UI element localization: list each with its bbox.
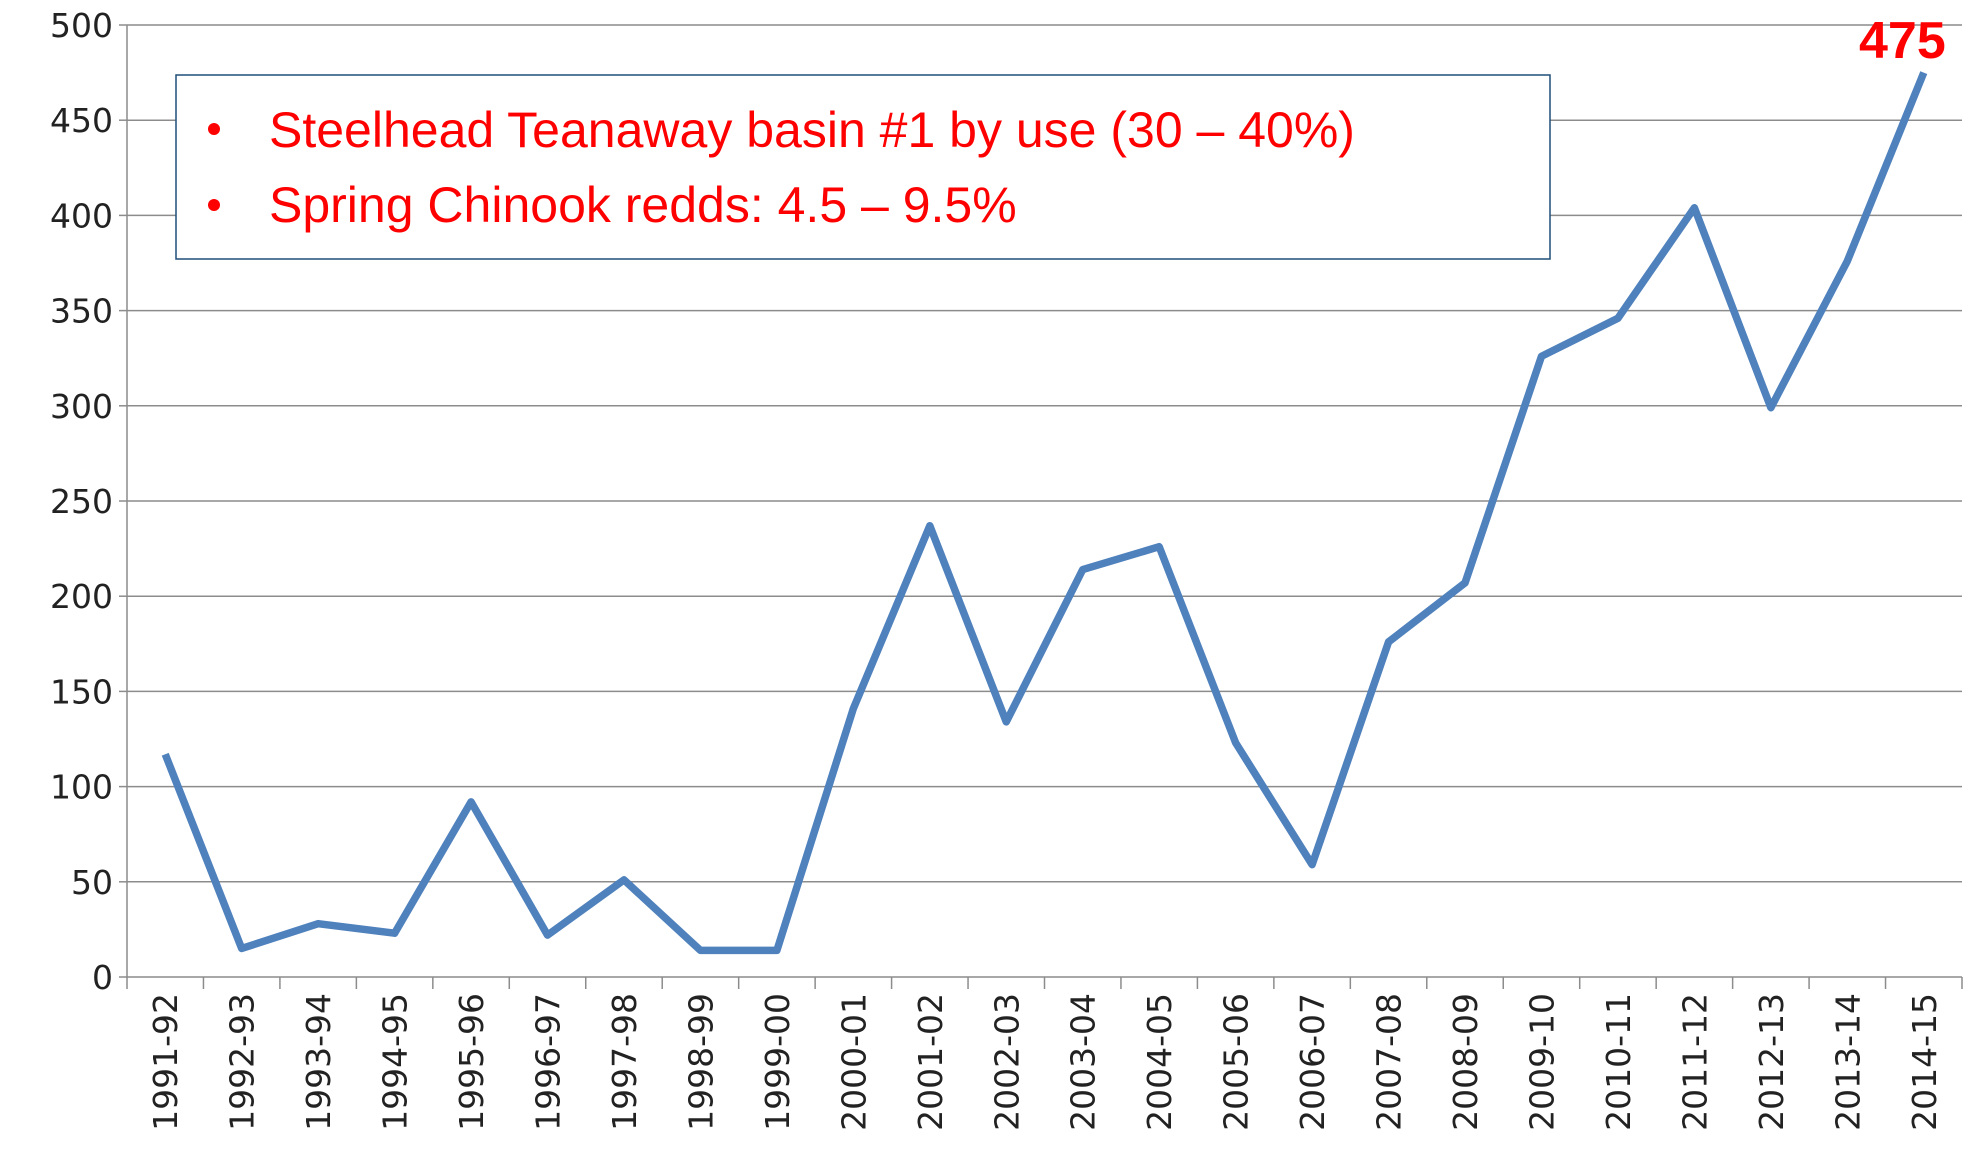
x-tick-label: 2000-01 (834, 993, 873, 1131)
y-tick-label: 100 (50, 768, 113, 807)
x-tick-label: 2011-12 (1675, 993, 1714, 1131)
x-tick-label: 1996-97 (529, 993, 568, 1131)
x-tick-label: 2012-13 (1752, 993, 1791, 1131)
y-tick-label: 500 (50, 6, 113, 45)
x-tick-label: 1997-98 (605, 993, 644, 1131)
x-tick-label: 2009-10 (1522, 993, 1561, 1131)
x-tick-label: 2002-03 (987, 993, 1026, 1131)
data-label: 475 (1859, 12, 1946, 70)
x-tick-label: 2014-15 (1905, 993, 1944, 1131)
x-tick-label: 2008-09 (1446, 993, 1485, 1131)
annotation: Spring Chinook redds: 4.5 – 9.5% (269, 177, 1017, 233)
x-tick-label: 1999-00 (758, 993, 797, 1131)
y-tick-label: 300 (50, 387, 113, 426)
bullet (208, 199, 220, 211)
x-tick-label: 1993-94 (299, 993, 338, 1131)
x-tick-label: 2003-04 (1064, 993, 1103, 1131)
y-tick-label: 50 (71, 863, 113, 902)
x-tick-label: 2013-14 (1828, 993, 1867, 1131)
y-tick-label: 150 (50, 672, 113, 711)
x-tick-label: 2006-07 (1293, 993, 1332, 1131)
y-tick-label: 400 (50, 196, 113, 235)
x-tick-label: 2005-06 (1217, 993, 1256, 1131)
x-tick-label: 1995-96 (452, 993, 491, 1131)
x-tick-label: 2004-05 (1140, 993, 1179, 1131)
x-tick-label: 1992-93 (223, 993, 262, 1131)
y-tick-label: 450 (50, 101, 113, 140)
annotation-box (175, 74, 1551, 260)
x-tick-label: 1991-92 (146, 993, 185, 1131)
y-tick-label: 250 (50, 482, 113, 521)
bullet (208, 123, 220, 135)
y-tick-label: 0 (92, 958, 113, 997)
annotation: Steelhead Teanaway basin #1 by use (30 –… (269, 102, 1355, 158)
y-tick-label: 200 (50, 577, 113, 616)
data-line (161, 71, 1928, 955)
y-tick-label: 350 (50, 292, 113, 331)
x-tick-label: 2007-08 (1370, 993, 1409, 1131)
x-tick-label: 1998-99 (681, 993, 720, 1131)
x-tick-label: 1994-95 (376, 993, 415, 1131)
x-tick-label: 2010-11 (1599, 993, 1638, 1131)
x-tick-label: 2001-02 (911, 993, 950, 1131)
